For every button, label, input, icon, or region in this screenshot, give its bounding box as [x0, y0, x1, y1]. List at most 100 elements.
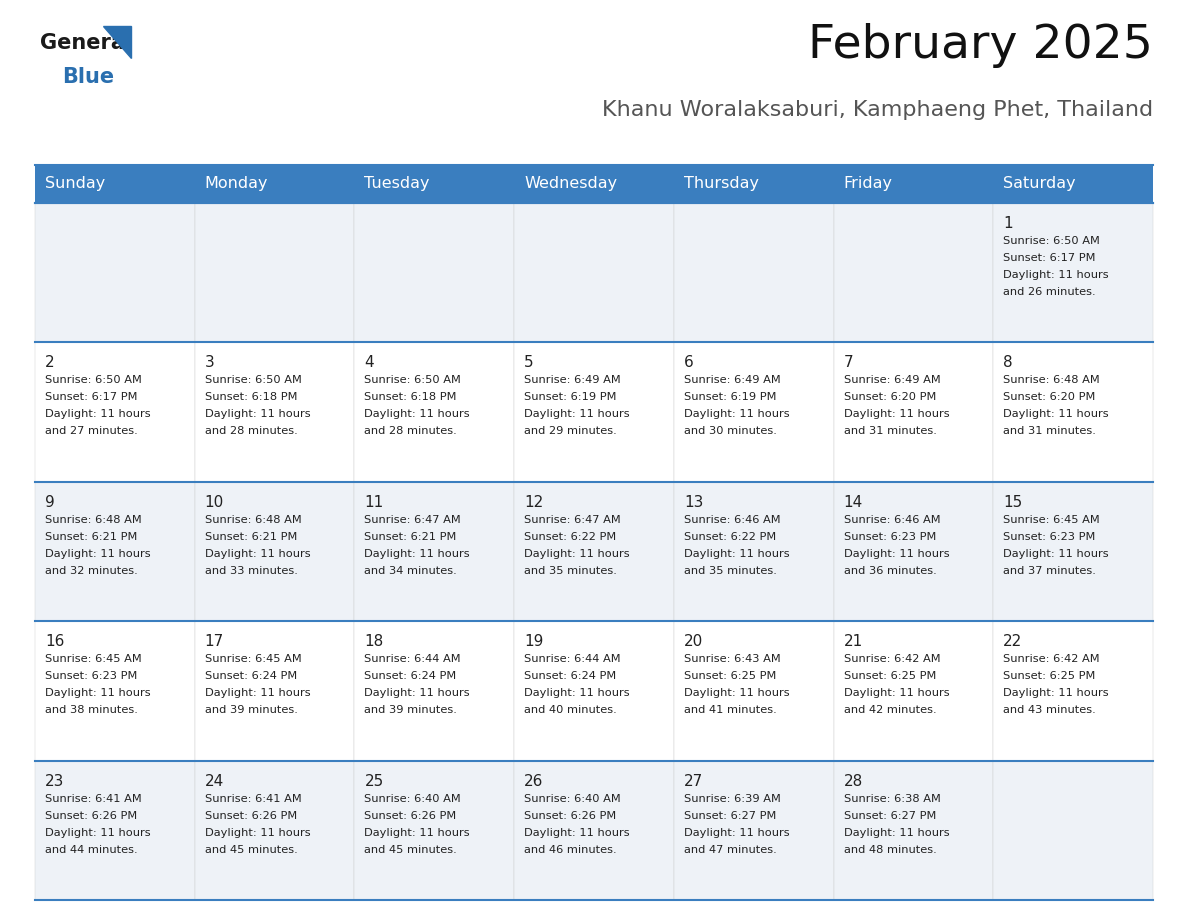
Text: Daylight: 11 hours: Daylight: 11 hours	[843, 688, 949, 699]
FancyBboxPatch shape	[34, 482, 195, 621]
Text: and 32 minutes.: and 32 minutes.	[45, 565, 138, 576]
Text: Sunrise: 6:46 AM: Sunrise: 6:46 AM	[843, 515, 940, 525]
Text: 9: 9	[45, 495, 55, 509]
Text: Sunrise: 6:48 AM: Sunrise: 6:48 AM	[45, 515, 141, 525]
Text: and 38 minutes.: and 38 minutes.	[45, 705, 138, 715]
Text: Sunrise: 6:50 AM: Sunrise: 6:50 AM	[365, 375, 461, 386]
Text: Sunset: 6:17 PM: Sunset: 6:17 PM	[45, 392, 138, 402]
Text: 3: 3	[204, 355, 215, 370]
Text: Sunrise: 6:48 AM: Sunrise: 6:48 AM	[204, 515, 302, 525]
Text: 25: 25	[365, 774, 384, 789]
Text: Sunset: 6:18 PM: Sunset: 6:18 PM	[204, 392, 297, 402]
Text: 24: 24	[204, 774, 225, 789]
FancyBboxPatch shape	[514, 761, 674, 900]
Text: Sunrise: 6:47 AM: Sunrise: 6:47 AM	[524, 515, 621, 525]
Text: Sunday: Sunday	[45, 176, 106, 192]
FancyBboxPatch shape	[993, 203, 1154, 342]
FancyBboxPatch shape	[834, 621, 993, 761]
Text: Daylight: 11 hours: Daylight: 11 hours	[524, 409, 630, 420]
Text: 5: 5	[524, 355, 533, 370]
Text: Sunrise: 6:49 AM: Sunrise: 6:49 AM	[524, 375, 621, 386]
Text: General: General	[40, 33, 132, 53]
Text: 12: 12	[524, 495, 543, 509]
Text: 6: 6	[684, 355, 694, 370]
Text: Sunrise: 6:45 AM: Sunrise: 6:45 AM	[204, 655, 302, 665]
Text: Sunset: 6:23 PM: Sunset: 6:23 PM	[1004, 532, 1095, 542]
FancyBboxPatch shape	[34, 342, 195, 482]
Text: Thursday: Thursday	[684, 176, 759, 192]
Text: Monday: Monday	[204, 176, 268, 192]
Text: Daylight: 11 hours: Daylight: 11 hours	[204, 409, 310, 420]
Text: Sunrise: 6:42 AM: Sunrise: 6:42 AM	[843, 655, 940, 665]
Text: Sunset: 6:19 PM: Sunset: 6:19 PM	[684, 392, 776, 402]
Text: Daylight: 11 hours: Daylight: 11 hours	[524, 549, 630, 559]
Text: and 28 minutes.: and 28 minutes.	[365, 426, 457, 436]
FancyBboxPatch shape	[195, 342, 354, 482]
FancyBboxPatch shape	[34, 621, 195, 761]
Text: Daylight: 11 hours: Daylight: 11 hours	[365, 549, 470, 559]
Text: and 48 minutes.: and 48 minutes.	[843, 845, 936, 855]
Text: Daylight: 11 hours: Daylight: 11 hours	[1004, 270, 1108, 280]
Text: Sunrise: 6:40 AM: Sunrise: 6:40 AM	[365, 793, 461, 803]
Text: Daylight: 11 hours: Daylight: 11 hours	[365, 688, 470, 699]
Text: February 2025: February 2025	[808, 23, 1154, 68]
Text: Khanu Woralaksaburi, Kamphaeng Phet, Thailand: Khanu Woralaksaburi, Kamphaeng Phet, Tha…	[602, 100, 1154, 120]
FancyBboxPatch shape	[834, 761, 993, 900]
Text: 10: 10	[204, 495, 225, 509]
Text: 7: 7	[843, 355, 853, 370]
Text: and 45 minutes.: and 45 minutes.	[204, 845, 297, 855]
Text: Sunrise: 6:41 AM: Sunrise: 6:41 AM	[45, 793, 141, 803]
Text: Daylight: 11 hours: Daylight: 11 hours	[45, 828, 151, 837]
Text: 4: 4	[365, 355, 374, 370]
Text: Daylight: 11 hours: Daylight: 11 hours	[365, 409, 470, 420]
FancyBboxPatch shape	[993, 621, 1154, 761]
Text: Sunset: 6:17 PM: Sunset: 6:17 PM	[1004, 253, 1095, 263]
Text: and 39 minutes.: and 39 minutes.	[204, 705, 297, 715]
Text: Sunrise: 6:43 AM: Sunrise: 6:43 AM	[684, 655, 781, 665]
FancyBboxPatch shape	[834, 342, 993, 482]
Text: Sunset: 6:23 PM: Sunset: 6:23 PM	[843, 532, 936, 542]
Text: Daylight: 11 hours: Daylight: 11 hours	[684, 409, 790, 420]
Text: Sunrise: 6:48 AM: Sunrise: 6:48 AM	[1004, 375, 1100, 386]
Text: and 36 minutes.: and 36 minutes.	[843, 565, 936, 576]
Text: Daylight: 11 hours: Daylight: 11 hours	[365, 828, 470, 837]
Text: and 28 minutes.: and 28 minutes.	[204, 426, 297, 436]
FancyBboxPatch shape	[514, 342, 674, 482]
Text: Sunrise: 6:46 AM: Sunrise: 6:46 AM	[684, 515, 781, 525]
Text: Daylight: 11 hours: Daylight: 11 hours	[524, 828, 630, 837]
Text: Daylight: 11 hours: Daylight: 11 hours	[843, 828, 949, 837]
Text: Daylight: 11 hours: Daylight: 11 hours	[45, 549, 151, 559]
Text: 8: 8	[1004, 355, 1013, 370]
Text: 11: 11	[365, 495, 384, 509]
Text: Tuesday: Tuesday	[365, 176, 430, 192]
Text: Sunset: 6:21 PM: Sunset: 6:21 PM	[45, 532, 138, 542]
Text: Sunset: 6:21 PM: Sunset: 6:21 PM	[204, 532, 297, 542]
Text: Daylight: 11 hours: Daylight: 11 hours	[524, 688, 630, 699]
Text: and 44 minutes.: and 44 minutes.	[45, 845, 138, 855]
Text: Daylight: 11 hours: Daylight: 11 hours	[204, 549, 310, 559]
FancyBboxPatch shape	[993, 482, 1154, 621]
Text: Daylight: 11 hours: Daylight: 11 hours	[843, 549, 949, 559]
Text: and 31 minutes.: and 31 minutes.	[843, 426, 936, 436]
FancyBboxPatch shape	[514, 165, 674, 203]
FancyBboxPatch shape	[195, 203, 354, 342]
Text: Daylight: 11 hours: Daylight: 11 hours	[1004, 409, 1108, 420]
Text: and 46 minutes.: and 46 minutes.	[524, 845, 617, 855]
Text: Wednesday: Wednesday	[524, 176, 618, 192]
Text: and 33 minutes.: and 33 minutes.	[204, 565, 297, 576]
Text: Sunset: 6:20 PM: Sunset: 6:20 PM	[1004, 392, 1095, 402]
Text: Sunset: 6:27 PM: Sunset: 6:27 PM	[843, 811, 936, 821]
FancyBboxPatch shape	[195, 165, 354, 203]
FancyBboxPatch shape	[834, 165, 993, 203]
Text: Sunset: 6:26 PM: Sunset: 6:26 PM	[524, 811, 617, 821]
Text: Sunset: 6:24 PM: Sunset: 6:24 PM	[524, 671, 617, 681]
Text: 20: 20	[684, 634, 703, 649]
FancyBboxPatch shape	[34, 203, 195, 342]
Text: and 41 minutes.: and 41 minutes.	[684, 705, 777, 715]
Text: Sunrise: 6:50 AM: Sunrise: 6:50 AM	[45, 375, 141, 386]
Text: and 30 minutes.: and 30 minutes.	[684, 426, 777, 436]
Text: 18: 18	[365, 634, 384, 649]
Text: Sunrise: 6:49 AM: Sunrise: 6:49 AM	[684, 375, 781, 386]
Text: 17: 17	[204, 634, 225, 649]
Text: 15: 15	[1004, 495, 1023, 509]
